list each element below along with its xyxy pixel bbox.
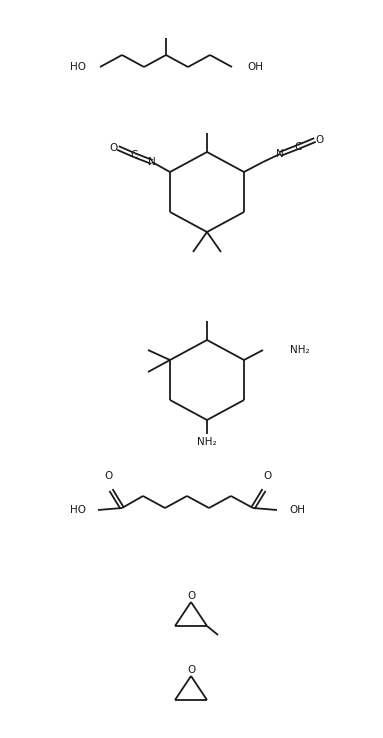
Text: O: O xyxy=(316,135,324,145)
Text: NH₂: NH₂ xyxy=(197,437,217,447)
Text: N: N xyxy=(148,157,156,167)
Text: NH₂: NH₂ xyxy=(290,345,309,355)
Text: OH: OH xyxy=(247,62,263,72)
Text: O: O xyxy=(104,471,112,481)
Text: HO: HO xyxy=(70,62,86,72)
Text: C: C xyxy=(130,150,137,160)
Text: O: O xyxy=(109,143,117,153)
Text: N: N xyxy=(276,149,284,159)
Text: OH: OH xyxy=(289,505,305,515)
Text: O: O xyxy=(187,665,195,675)
Text: O: O xyxy=(187,591,195,601)
Text: HO: HO xyxy=(70,505,86,515)
Text: C: C xyxy=(294,142,302,152)
Text: O: O xyxy=(263,471,271,481)
